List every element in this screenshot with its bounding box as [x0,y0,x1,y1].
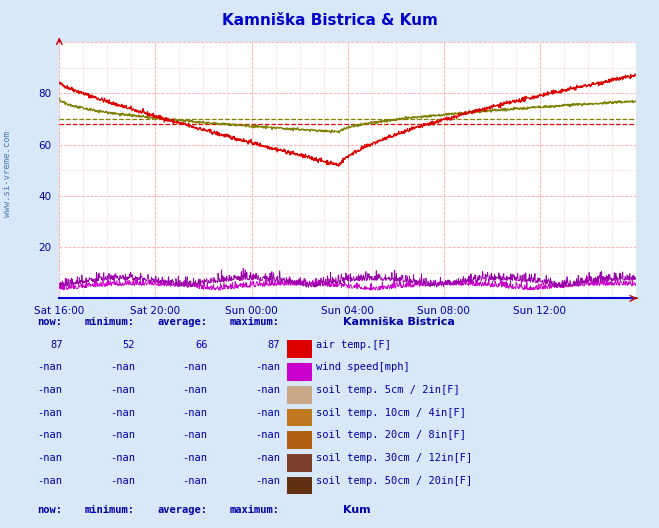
Text: -nan: -nan [183,408,208,418]
Text: wind speed[mph]: wind speed[mph] [316,362,410,372]
Text: -nan: -nan [183,385,208,395]
Text: 87: 87 [50,340,63,350]
Text: average:: average: [158,505,208,515]
Text: air temp.[F]: air temp.[F] [316,340,391,350]
Text: -nan: -nan [110,362,135,372]
Text: -nan: -nan [183,430,208,440]
Text: -nan: -nan [110,476,135,486]
Text: Kamniška Bistrica: Kamniška Bistrica [343,317,455,327]
Text: soil temp. 20cm / 8in[F]: soil temp. 20cm / 8in[F] [316,430,467,440]
Text: -nan: -nan [38,385,63,395]
Text: -nan: -nan [183,476,208,486]
Text: -nan: -nan [255,362,280,372]
Text: maximum:: maximum: [230,505,280,515]
Text: minimum:: minimum: [85,317,135,327]
Text: 87: 87 [268,340,280,350]
Text: -nan: -nan [110,385,135,395]
Text: -nan: -nan [183,453,208,463]
Text: -nan: -nan [255,408,280,418]
Text: -nan: -nan [38,430,63,440]
Text: -nan: -nan [183,362,208,372]
Text: now:: now: [38,317,63,327]
Text: www.si-vreme.com: www.si-vreme.com [3,131,13,217]
Text: soil temp. 10cm / 4in[F]: soil temp. 10cm / 4in[F] [316,408,467,418]
Text: minimum:: minimum: [85,505,135,515]
Text: now:: now: [38,505,63,515]
Text: -nan: -nan [38,408,63,418]
Text: -nan: -nan [255,385,280,395]
Text: -nan: -nan [255,430,280,440]
Text: soil temp. 50cm / 20in[F]: soil temp. 50cm / 20in[F] [316,476,473,486]
Text: soil temp. 5cm / 2in[F]: soil temp. 5cm / 2in[F] [316,385,460,395]
Text: -nan: -nan [110,430,135,440]
Text: average:: average: [158,317,208,327]
Text: Kum: Kum [343,505,370,515]
Text: maximum:: maximum: [230,317,280,327]
Text: soil temp. 30cm / 12in[F]: soil temp. 30cm / 12in[F] [316,453,473,463]
Text: 66: 66 [195,340,208,350]
Text: -nan: -nan [38,362,63,372]
Text: -nan: -nan [110,453,135,463]
Text: Kamniška Bistrica & Kum: Kamniška Bistrica & Kum [221,13,438,28]
Text: -nan: -nan [38,476,63,486]
Text: -nan: -nan [255,453,280,463]
Text: -nan: -nan [255,476,280,486]
Text: 52: 52 [123,340,135,350]
Text: -nan: -nan [110,408,135,418]
Text: -nan: -nan [38,453,63,463]
